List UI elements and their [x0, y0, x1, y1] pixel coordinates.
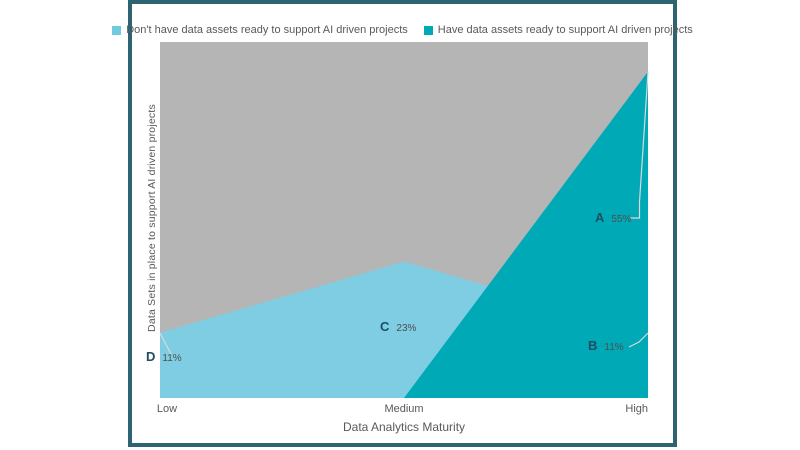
- annotation-A: A 55%: [595, 210, 631, 225]
- x-tick-high: High: [625, 403, 648, 415]
- annotation-value: 23%: [396, 323, 417, 334]
- annotation-B: B 11%: [588, 338, 624, 353]
- annotation-value: 55%: [611, 214, 632, 225]
- leader-line-A: [630, 71, 649, 219]
- legend-swatch-icon: [423, 25, 433, 35]
- legend-item-dont-have: Don't have data assets ready to support …: [112, 24, 408, 36]
- x-tick-medium: Medium: [384, 403, 424, 415]
- annotation-value: 11%: [604, 342, 624, 353]
- annotation-letter: A: [595, 210, 605, 225]
- leader-line-D: [159, 332, 172, 355]
- chart-legend: Don't have data assets ready to support …: [112, 24, 693, 36]
- chart-window: Don't have data assets ready to support …: [112, 0, 693, 447]
- area-series-1: [160, 71, 648, 399]
- annotation-letter: C: [380, 319, 390, 334]
- annotation-D: D 11%: [146, 349, 182, 364]
- area-chart-svg: [159, 42, 649, 399]
- plot-area: A 55% B 11% C 23% D 11%: [146, 42, 649, 399]
- legend-label: Have data assets ready to support AI dri…: [437, 24, 693, 36]
- leader-line-B: [628, 332, 649, 348]
- annotation-letter: D: [146, 349, 156, 364]
- annotation-letter: B: [588, 338, 598, 353]
- legend-swatch-icon: [112, 25, 122, 35]
- y-axis-title: Data Sets in place to support AI driven …: [146, 104, 158, 332]
- legend-label: Don't have data assets ready to support …: [126, 24, 408, 36]
- annotation-C: C 23%: [380, 319, 416, 334]
- x-tick-low: Low: [156, 403, 178, 415]
- annotation-value: 11%: [162, 353, 182, 364]
- legend-item-have: Have data assets ready to support AI dri…: [423, 24, 693, 36]
- x-axis-title: Data Analytics Maturity: [342, 420, 466, 434]
